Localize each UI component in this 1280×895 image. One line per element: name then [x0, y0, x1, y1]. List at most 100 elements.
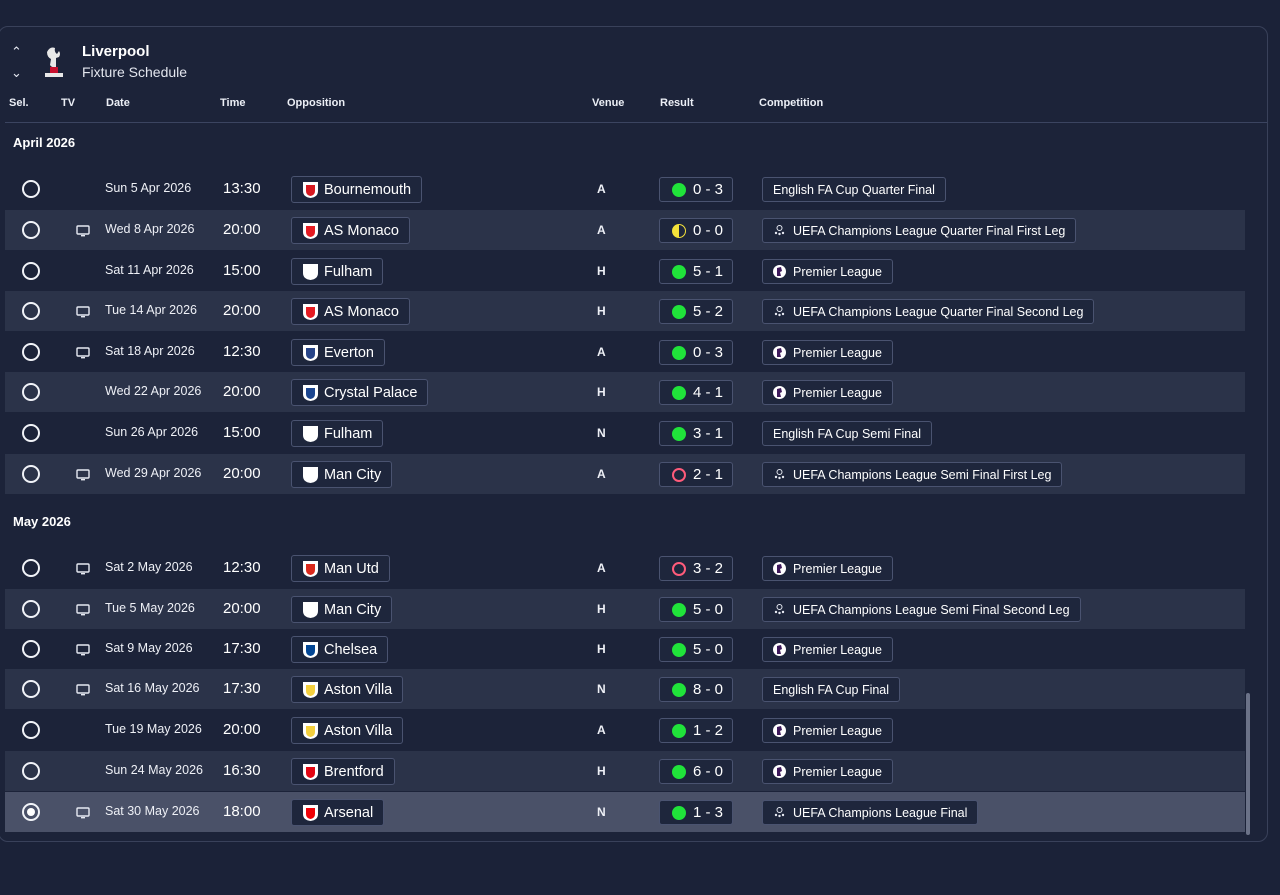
opponent-chip[interactable]: Aston Villa: [291, 676, 404, 703]
competition-chip[interactable]: UEFA Champions League Quarter Final Seco…: [762, 299, 1095, 324]
competition-chip[interactable]: Premier League: [762, 759, 893, 784]
select-radio[interactable]: [22, 762, 40, 780]
fixture-row[interactable]: Sun 5 Apr 2026 13:30 Bournemouth A 0 - 3 Engl…: [5, 169, 1245, 209]
opponent-chip[interactable]: Brentford: [291, 758, 395, 785]
fixture-row[interactable]: Sun 24 May 2026 16:30 Brentford H 6 - 0 Premi…: [5, 751, 1245, 791]
competition-chip[interactable]: UEFA Champions League Semi Final First L…: [762, 462, 1063, 487]
column-header-tv[interactable]: TV: [61, 97, 76, 109]
fixture-row[interactable]: Tue 19 May 2026 20:00 Aston Villa A 1 - 2 Pre…: [5, 710, 1245, 750]
tv-icon: [76, 806, 90, 819]
fixture-row[interactable]: Tue 14 Apr 2026 20:00 AS Monaco H 5 - 2 UEFA …: [5, 291, 1245, 331]
result-chip[interactable]: 1 - 3: [659, 800, 733, 825]
fixture-venue: N: [597, 805, 606, 819]
select-radio[interactable]: [22, 600, 40, 618]
fixture-row[interactable]: Sat 11 Apr 2026 15:00 Fulham H 5 - 1 Premier …: [5, 251, 1245, 291]
fixture-venue: A: [597, 561, 606, 575]
column-header-time[interactable]: Time: [220, 97, 246, 109]
fixture-row[interactable]: Sat 18 Apr 2026 12:30 Everton A 0 - 3 Premier…: [5, 332, 1245, 372]
fixture-row[interactable]: Tue 5 May 2026 20:00 Man City H 5 - 0 UEFA Ch…: [5, 589, 1245, 629]
result-score: 5 - 2: [693, 303, 724, 320]
opponent-chip[interactable]: Man Utd: [291, 555, 390, 582]
result-chip[interactable]: 8 - 0: [659, 677, 733, 702]
opponent-chip[interactable]: Fulham: [291, 258, 384, 285]
select-radio[interactable]: [22, 180, 40, 198]
fixture-row[interactable]: Sat 30 May 2026 18:00 Arsenal N 1 - 3 UEFA Ch…: [5, 792, 1245, 832]
premier-league-icon: [772, 764, 787, 779]
column-header-sel[interactable]: Sel.: [9, 97, 29, 109]
result-chip[interactable]: 2 - 1: [659, 462, 733, 487]
fixture-venue: H: [597, 385, 606, 399]
result-chip[interactable]: 0 - 0: [659, 218, 733, 243]
column-header-competition[interactable]: Competition: [759, 97, 824, 109]
opponent-chip[interactable]: Chelsea: [291, 636, 389, 663]
result-chip[interactable]: 0 - 3: [659, 177, 733, 202]
result-chip[interactable]: 5 - 2: [659, 299, 733, 324]
result-chip[interactable]: 5 - 0: [659, 597, 733, 622]
select-radio[interactable]: [22, 302, 40, 320]
fixture-row[interactable]: Wed 8 Apr 2026 20:00 AS Monaco A 0 - 0 UEFA C…: [5, 210, 1245, 250]
select-radio[interactable]: [22, 424, 40, 442]
opponent-chip[interactable]: Fulham: [291, 420, 384, 447]
result-chip[interactable]: 0 - 3: [659, 340, 733, 365]
column-header-venue[interactable]: Venue: [592, 97, 625, 109]
select-radio[interactable]: [22, 383, 40, 401]
result-chip[interactable]: 5 - 1: [659, 259, 733, 284]
competition-chip[interactable]: Premier League: [762, 259, 893, 284]
competition-chip[interactable]: English FA Cup Semi Final: [762, 421, 932, 446]
column-header-opposition[interactable]: Opposition: [287, 97, 346, 109]
competition-chip[interactable]: Premier League: [762, 556, 893, 581]
fixture-row[interactable]: Wed 22 Apr 2026 20:00 Crystal Palace H 4 - 1…: [5, 372, 1245, 412]
result-chip[interactable]: 6 - 0: [659, 759, 733, 784]
select-radio[interactable]: [22, 221, 40, 239]
fixture-row[interactable]: Sat 9 May 2026 17:30 Chelsea H 5 - 0 Premier …: [5, 629, 1245, 669]
result-chip[interactable]: 5 - 0: [659, 637, 733, 662]
chevron-down-icon[interactable]: ⌄: [11, 65, 22, 80]
opponent-name: Man City: [324, 601, 382, 618]
competition-chip[interactable]: Premier League: [762, 718, 893, 743]
collapse-toggle[interactable]: ⌃ ⌄: [11, 45, 27, 85]
competition-chip[interactable]: Premier League: [762, 637, 893, 662]
competition-chip[interactable]: English FA Cup Final: [762, 677, 901, 702]
opponent-chip[interactable]: Aston Villa: [291, 717, 404, 744]
fixture-time: 15:00: [223, 424, 261, 441]
champions-league-icon: [772, 805, 787, 820]
result-chip[interactable]: 1 - 2: [659, 718, 733, 743]
opponent-chip[interactable]: AS Monaco: [291, 298, 410, 325]
fixture-time: 18:00: [223, 803, 261, 820]
opponent-chip[interactable]: AS Monaco: [291, 217, 410, 244]
select-radio[interactable]: [22, 559, 40, 577]
opponent-chip[interactable]: Bournemouth: [291, 176, 423, 203]
fixture-date: Wed 8 Apr 2026: [105, 222, 195, 236]
select-radio[interactable]: [22, 721, 40, 739]
competition-chip[interactable]: UEFA Champions League Quarter Final Firs…: [762, 218, 1077, 243]
select-radio[interactable]: [22, 640, 40, 658]
competition-chip[interactable]: Premier League: [762, 340, 893, 365]
fixture-row[interactable]: Sat 2 May 2026 12:30 Man Utd A 3 - 2 Premier …: [5, 548, 1245, 588]
competition-chip[interactable]: UEFA Champions League Final: [762, 800, 979, 825]
competition-chip[interactable]: English FA Cup Quarter Final: [762, 177, 946, 202]
select-radio[interactable]: [22, 803, 40, 821]
fixture-row[interactable]: Sun 26 Apr 2026 15:00 Fulham N 3 - 1 English …: [5, 413, 1245, 453]
select-radio[interactable]: [22, 465, 40, 483]
vertical-scrollbar[interactable]: [1246, 693, 1250, 835]
chevron-up-icon[interactable]: ⌃: [11, 44, 22, 59]
column-header-result[interactable]: Result: [660, 97, 694, 109]
column-header-date[interactable]: Date: [106, 97, 130, 109]
select-radio[interactable]: [22, 262, 40, 280]
result-chip[interactable]: 3 - 2: [659, 556, 733, 581]
opponent-chip[interactable]: Man City: [291, 461, 393, 488]
result-win-icon: [672, 765, 686, 779]
select-radio[interactable]: [22, 343, 40, 361]
competition-chip[interactable]: UEFA Champions League Semi Final Second …: [762, 597, 1081, 622]
opponent-chip[interactable]: Everton: [291, 339, 385, 366]
result-chip[interactable]: 3 - 1: [659, 421, 733, 446]
opponent-chip[interactable]: Crystal Palace: [291, 379, 429, 406]
fixture-row[interactable]: Wed 29 Apr 2026 20:00 Man City A 2 - 1 UEFA C…: [5, 454, 1245, 494]
select-radio[interactable]: [22, 680, 40, 698]
fixture-row[interactable]: Sat 16 May 2026 17:30 Aston Villa N 8 - 0 Eng…: [5, 669, 1245, 709]
opponent-chip[interactable]: Man City: [291, 596, 393, 623]
opponent-chip[interactable]: Arsenal: [291, 799, 385, 826]
result-chip[interactable]: 4 - 1: [659, 380, 733, 405]
competition-chip[interactable]: Premier League: [762, 380, 893, 405]
result-score: 2 - 1: [693, 466, 724, 483]
